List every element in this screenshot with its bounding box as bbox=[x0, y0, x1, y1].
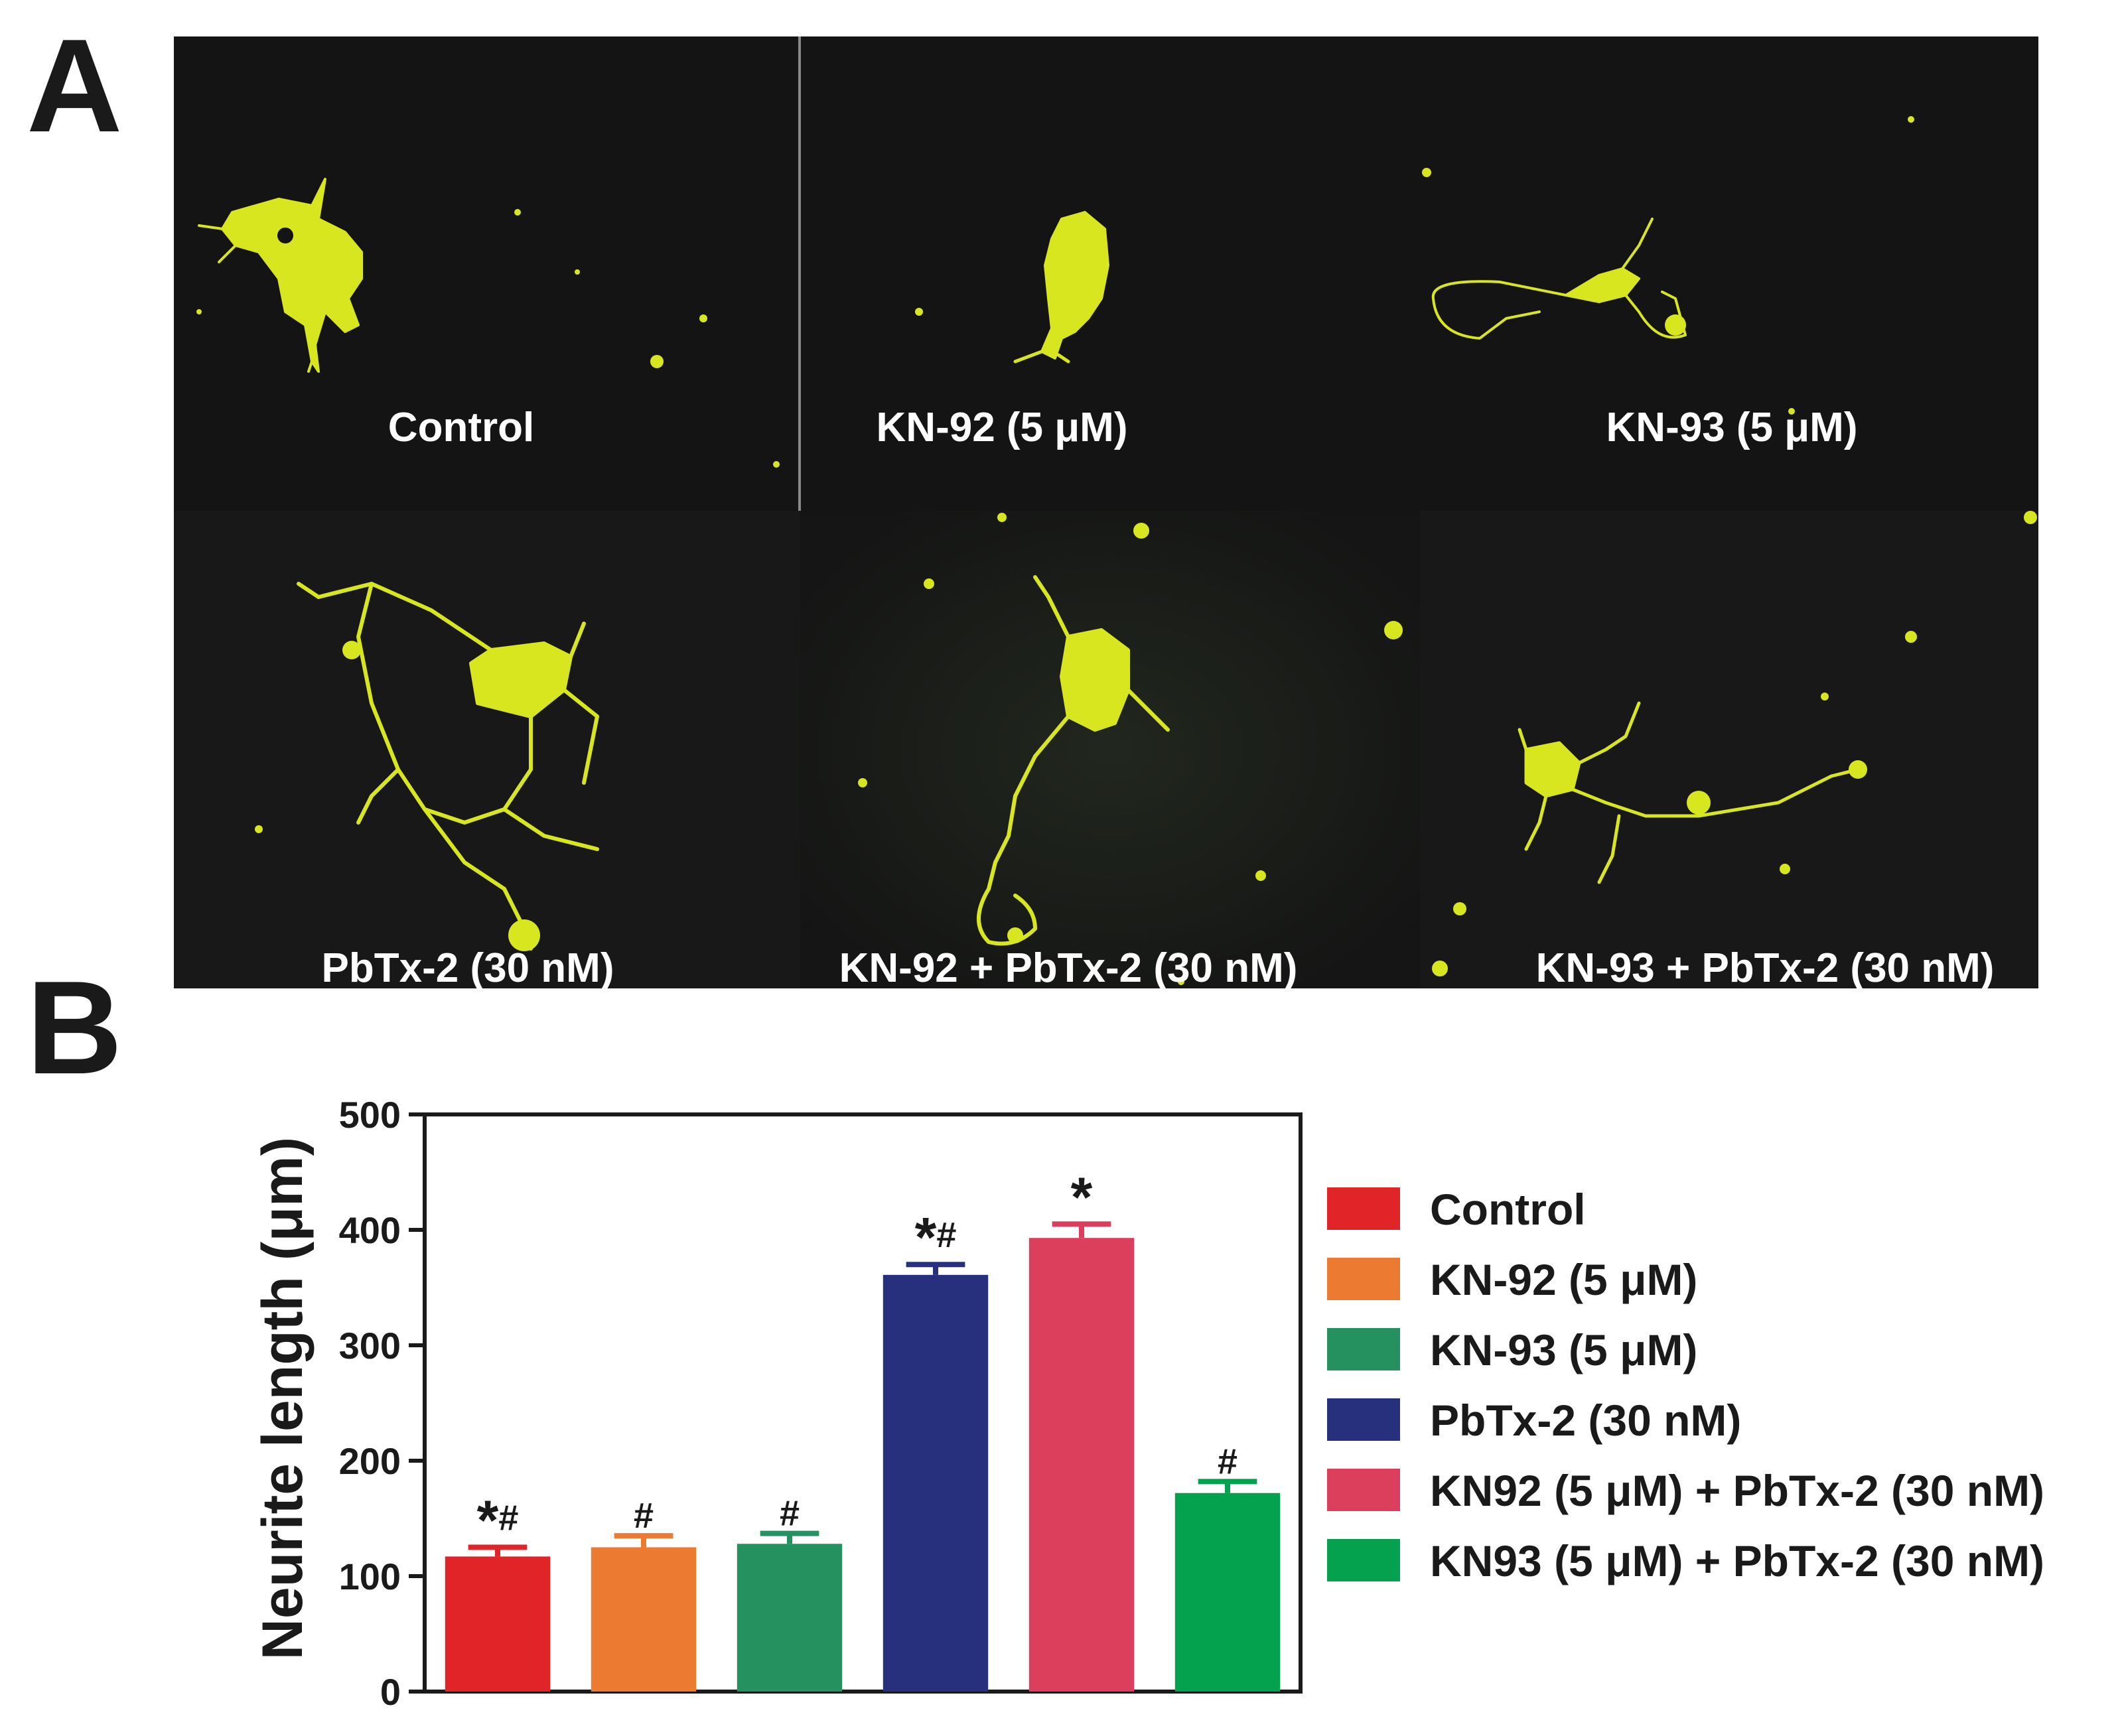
legend-swatch bbox=[1327, 1539, 1400, 1581]
significance-label: *# bbox=[915, 1206, 957, 1268]
plot-frame bbox=[423, 1112, 1303, 1694]
legend-swatch bbox=[1327, 1258, 1400, 1300]
legend-label: KN-92 (5 μM) bbox=[1430, 1255, 1697, 1304]
y-tick-label: 0 bbox=[380, 1671, 401, 1713]
significance-label: * bbox=[1071, 1166, 1093, 1228]
cell-control bbox=[198, 178, 363, 373]
y-tick-label: 500 bbox=[339, 1094, 401, 1136]
bar bbox=[883, 1274, 989, 1692]
label-control: Control bbox=[388, 405, 534, 450]
label-kn93: KN-93 (5 μM) bbox=[1606, 405, 1858, 450]
legend-label: KN-93 (5 μM) bbox=[1430, 1325, 1697, 1374]
y-axis-label: Neurite length (μm) bbox=[251, 1137, 315, 1660]
cell-kn93 bbox=[1431, 218, 1687, 340]
legend-swatch bbox=[1327, 1187, 1400, 1230]
legend-swatch bbox=[1327, 1469, 1400, 1511]
legend-swatch bbox=[1327, 1328, 1400, 1370]
label-kn92-pbtx2: KN-92 + PbTx-2 (30 nM) bbox=[839, 945, 1298, 991]
legend-label: KN92 (5 μM) + PbTx-2 (30 nM) bbox=[1430, 1466, 2044, 1515]
significance-label: # bbox=[1218, 1441, 1237, 1481]
label-kn93-pbtx2: KN-93 + PbTx-2 (30 nM) bbox=[1536, 945, 1995, 991]
bar bbox=[1174, 1493, 1281, 1692]
label-kn92: KN-92 (5 μM) bbox=[877, 405, 1128, 450]
legend: Control KN-92 (5 μM) KN-93 (5 μM) PbTx-2 (3… bbox=[1327, 1185, 2044, 1585]
cell-kn93-pbtx2 bbox=[1518, 701, 1867, 884]
y-tick-label: 300 bbox=[339, 1325, 401, 1367]
micrograph-labels: Control KN-92 (5 μM) KN-93 (5 μM) PbTx-2… bbox=[322, 405, 1995, 991]
debris-specks bbox=[196, 116, 2037, 985]
significance-label: *# bbox=[477, 1489, 519, 1552]
legend-label: Control bbox=[1430, 1185, 1586, 1234]
panel-a-letter: A bbox=[27, 12, 123, 160]
y-tick-label: 100 bbox=[339, 1556, 401, 1597]
y-tick-label: 400 bbox=[339, 1209, 401, 1251]
bar bbox=[591, 1547, 697, 1692]
significance-label: # bbox=[780, 1494, 800, 1534]
label-pbtx2: PbTx-2 (30 nM) bbox=[322, 945, 614, 991]
panel-b-letter: B bbox=[27, 954, 123, 1102]
micrograph-panel: Control KN-92 (5 μM) KN-93 (5 μM) PbTx-2… bbox=[174, 36, 2038, 991]
legend-label: KN93 (5 μM) + PbTx-2 (30 nM) bbox=[1430, 1536, 2044, 1585]
bar bbox=[737, 1544, 843, 1692]
cell-pbtx2 bbox=[297, 582, 599, 951]
legend-label: PbTx-2 (30 nM) bbox=[1430, 1396, 1741, 1445]
bar bbox=[1028, 1238, 1135, 1692]
cell-kn92 bbox=[1013, 211, 1109, 364]
micrograph-haze bbox=[800, 511, 1420, 988]
significance-label: # bbox=[634, 1496, 654, 1536]
cell-kn92-pbtx2 bbox=[977, 575, 1170, 946]
bar bbox=[445, 1556, 551, 1692]
legend-swatch bbox=[1327, 1398, 1400, 1441]
y-tick-label: 200 bbox=[339, 1440, 401, 1482]
